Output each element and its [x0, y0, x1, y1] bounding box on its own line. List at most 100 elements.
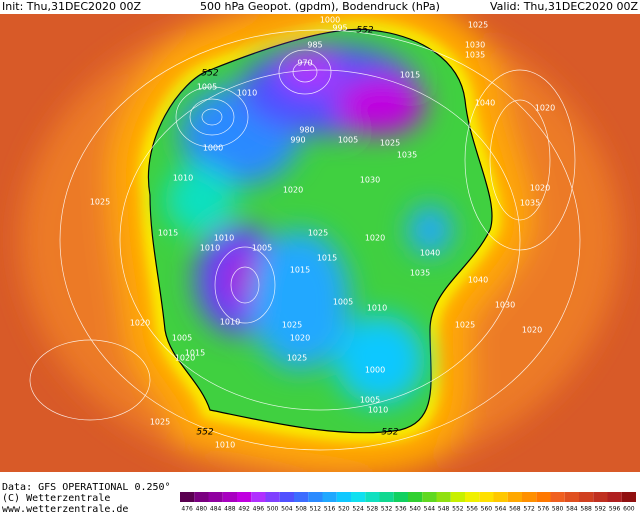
colorbar-label: 540 — [409, 506, 421, 513]
colorbar-swatch — [536, 492, 551, 502]
colorbar-label: 584 — [566, 506, 578, 513]
colorbar-label: 576 — [538, 506, 550, 513]
contour-label: 970 — [297, 59, 312, 68]
colorbar-swatch — [322, 492, 337, 502]
contour-label: 1025 — [90, 198, 110, 207]
colorbar-label: 548 — [438, 506, 450, 513]
colorbar-label: 484 — [210, 506, 222, 513]
contour-label: 1000 — [365, 366, 385, 375]
contour-label: 1030 — [360, 176, 380, 185]
colorbar-label: 592 — [595, 506, 607, 513]
map-area — [0, 14, 640, 472]
colorbar: 476 480 484 488 492 496 500 504 508 512 516 520 524 5… — [180, 492, 636, 513]
map-title: 500 hPa Geopot. (gpdm), Bodendruck (hPa) — [200, 0, 440, 13]
contour-label: 1040 — [475, 99, 495, 108]
contour-label: 1020 — [535, 104, 555, 113]
colorbar-label: 480 — [196, 506, 208, 513]
isobars — [29, 29, 581, 451]
colorbar-swatch — [294, 492, 309, 502]
contour-label: 1025 — [150, 418, 170, 427]
contour-label: 1015 — [400, 71, 420, 80]
contour-label: 1035 — [520, 199, 540, 208]
contour-label: 1005 — [333, 298, 353, 307]
colorbar-label: 572 — [523, 506, 535, 513]
contour-label: 1005 — [197, 83, 217, 92]
contour-label: 1025 — [380, 139, 400, 148]
colorbar-swatch — [522, 492, 537, 502]
contour-label: 1040 — [468, 276, 488, 285]
colorbar-swatch — [351, 492, 366, 502]
colorbar-swatch — [365, 492, 380, 502]
colorbar-swatch — [621, 492, 636, 502]
contour-label: 990 — [290, 136, 305, 145]
colorbar-swatch — [180, 492, 195, 502]
contour-label: 1025 — [455, 321, 475, 330]
contour-label: 1000 — [203, 144, 223, 153]
contour-label: 1015 — [158, 229, 178, 238]
contour-label: 1025 — [282, 321, 302, 330]
colorbar-label: 564 — [495, 506, 507, 513]
colorbar-label: 600 — [623, 506, 635, 513]
contour-label: 1005 — [360, 396, 380, 405]
colorbar-label: 516 — [324, 506, 336, 513]
colorbar-label: 492 — [238, 506, 250, 513]
colorbar-label: 476 — [181, 506, 193, 513]
contour-label: 1020 — [365, 234, 385, 243]
contour-label: 1005 — [252, 244, 272, 253]
colorbar-label: 580 — [552, 506, 564, 513]
colorbar-swatch — [408, 492, 423, 502]
colorbar-swatch — [450, 492, 465, 502]
colorbar-label: 556 — [466, 506, 478, 513]
colorbar-label: 536 — [395, 506, 407, 513]
contour-label: 995 — [332, 24, 347, 33]
contour-label: 1010 — [215, 441, 235, 450]
contour-label: 1025 — [468, 21, 488, 30]
contour-label: 1035 — [410, 269, 430, 278]
contour-label: 1005 — [172, 334, 192, 343]
contour-label: 1020 — [283, 186, 303, 195]
colorbar-label: 560 — [481, 506, 493, 513]
colorbar-label: 552 — [452, 506, 464, 513]
contour-label: 1000 — [320, 16, 340, 25]
colorbar-label: 488 — [224, 506, 236, 513]
colorbar-swatch — [507, 492, 522, 502]
colorbar-swatch — [208, 492, 223, 502]
colorbar-swatch — [479, 492, 494, 502]
colorbar-swatch — [493, 492, 508, 502]
colorbar-swatch — [251, 492, 266, 502]
colorbar-swatch — [436, 492, 451, 502]
colorbar-label: 532 — [381, 506, 393, 513]
colorbar-swatch — [222, 492, 237, 502]
colorbar-swatch — [194, 492, 209, 502]
contour-label: 1025 — [287, 354, 307, 363]
colorbar-label: 596 — [609, 506, 621, 513]
contour-label: 552 — [196, 428, 213, 438]
contour-label: 1020 — [522, 326, 542, 335]
contour-label: 1010 — [214, 234, 234, 243]
contour-label: 980 — [299, 126, 314, 135]
colorbar-swatch — [279, 492, 294, 502]
colorbar-label: 588 — [580, 506, 592, 513]
colorbar-swatch — [379, 492, 394, 502]
contour-label: 552 — [381, 428, 398, 438]
contour-label: 1040 — [420, 249, 440, 258]
low-height-shading — [165, 45, 452, 405]
contour-label: 1010 — [237, 89, 257, 98]
colorbar-swatch — [579, 492, 594, 502]
data-source: Data: GFS OPERATIONAL 0.250° — [2, 482, 171, 493]
website: www.wetterzentrale.de — [2, 504, 128, 514]
colorbar-swatch — [564, 492, 579, 502]
contour-label: 1005 — [338, 136, 358, 145]
contour-label: 552 — [356, 26, 373, 36]
valid-time: Valid: Thu,31DEC2020 00Z — [490, 0, 638, 13]
colorbar-label: 520 — [338, 506, 350, 513]
colorbar-swatch — [550, 492, 565, 502]
colorbar-label: 500 — [267, 506, 279, 513]
colorbar-swatch — [465, 492, 480, 502]
colorbar-label: 504 — [281, 506, 293, 513]
contour-label: 1010 — [173, 174, 193, 183]
contour-label: 1030 — [495, 301, 515, 310]
contour-label: 1015 — [185, 349, 205, 358]
contour-label: 1010 — [368, 406, 388, 415]
